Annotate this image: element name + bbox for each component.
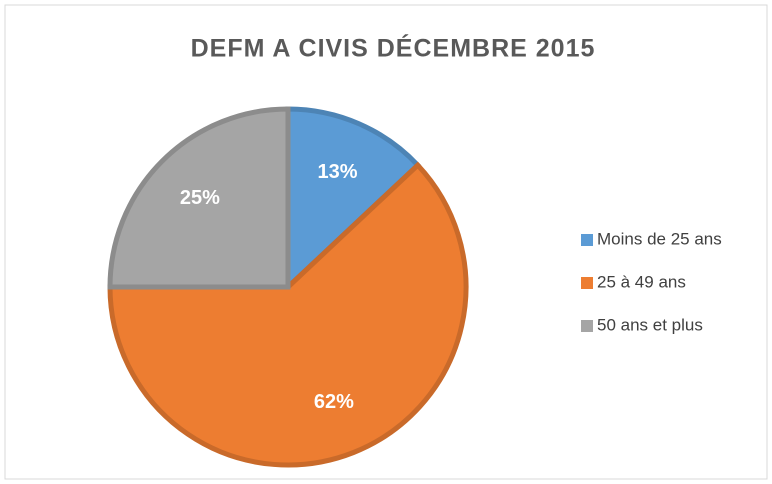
pie-slice (285, 106, 422, 293)
data-label: 25% (180, 187, 220, 209)
legend-swatch (581, 234, 593, 246)
pie-slice (107, 161, 469, 468)
legend-label: 25 à 49 ans (597, 272, 686, 291)
legend-label: Moins de 25 ans (597, 229, 722, 248)
chart-title: DEFM A CIVIS DÉCEMBRE 2015 (191, 34, 596, 63)
data-label: 13% (317, 161, 357, 183)
data-label: 62% (314, 391, 354, 413)
legend-label: 50 ans et plus (597, 315, 703, 334)
legend-swatch (581, 277, 593, 289)
pie-slice (107, 106, 291, 290)
legend-swatch (581, 320, 593, 332)
